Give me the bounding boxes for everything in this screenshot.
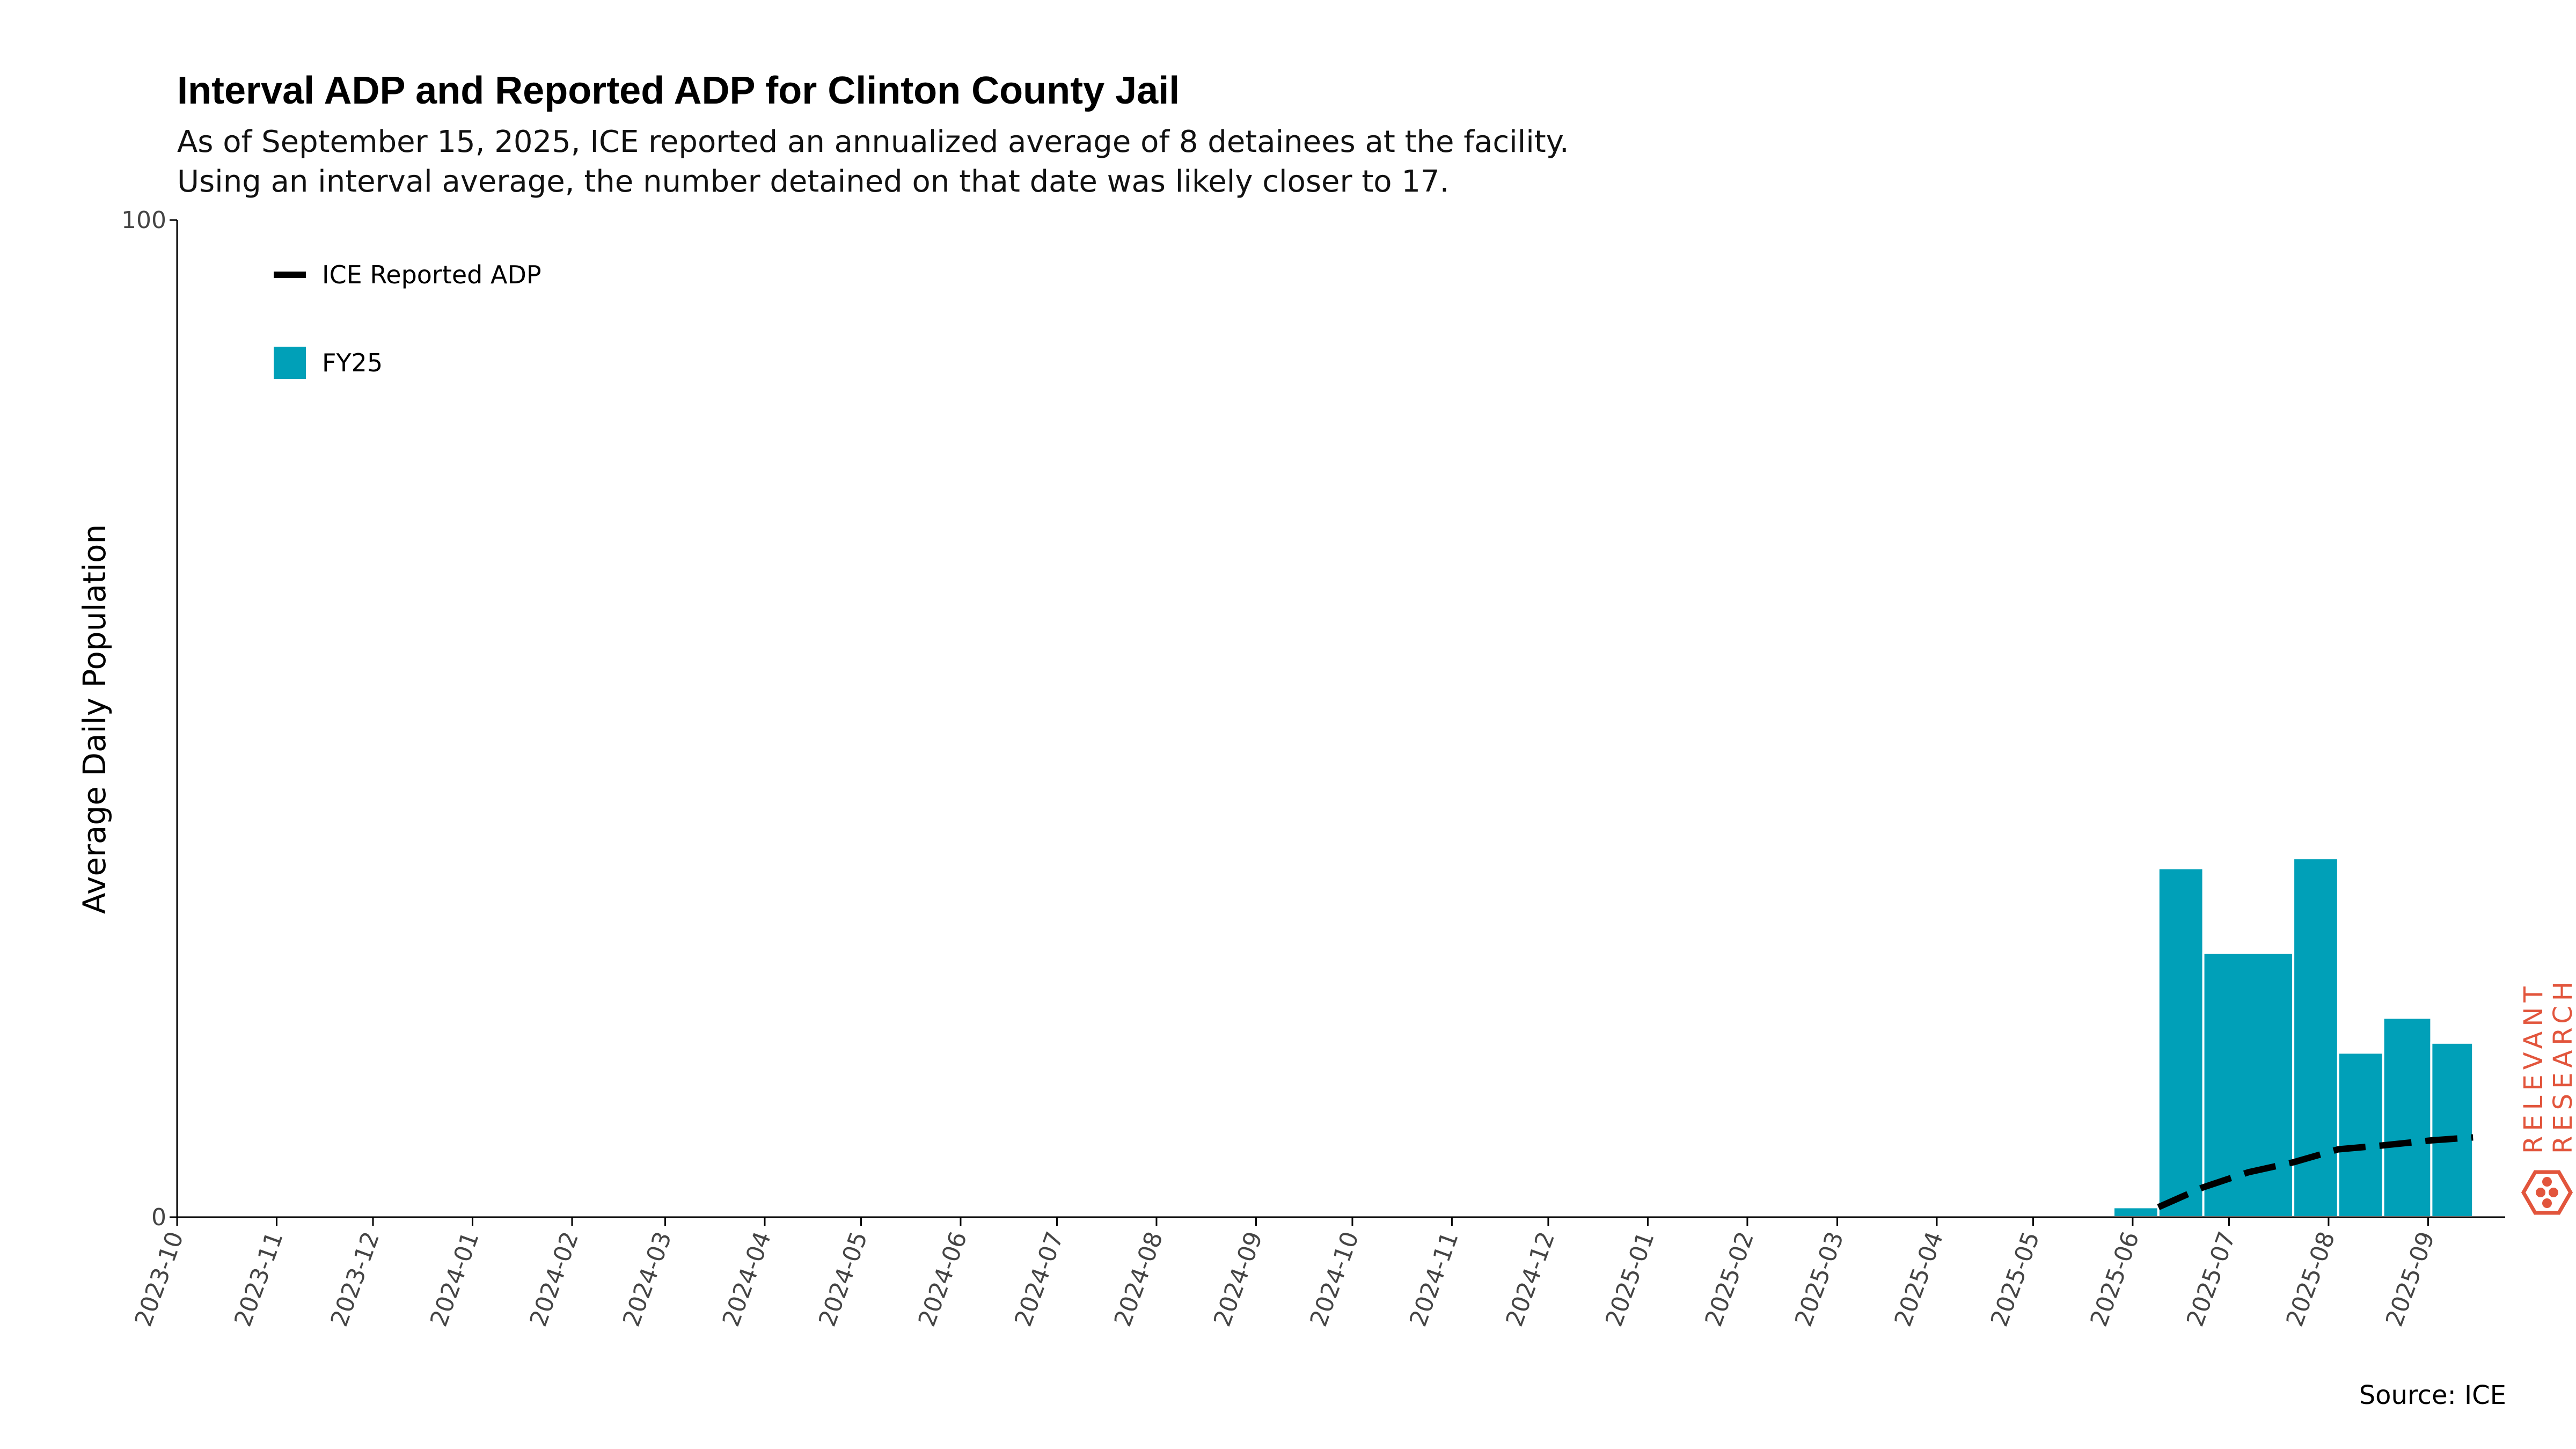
x-tick-label-2025-05: 2025-05 (1986, 1228, 2045, 1330)
x-tick-label-2025-09: 2025-09 (2381, 1228, 2440, 1330)
x-tick-label-2025-06: 2025-06 (2085, 1228, 2145, 1330)
x-tick-label-2025-01: 2025-01 (1600, 1228, 1660, 1330)
x-tick-label-2024-01: 2024-01 (425, 1228, 485, 1330)
x-tick-label-2025-02: 2025-02 (1700, 1228, 1759, 1330)
bar-0 (2112, 1206, 2160, 1218)
x-tick-label-2025-08: 2025-08 (2281, 1228, 2340, 1330)
x-tick-label-2024-11: 2024-11 (1404, 1228, 1464, 1330)
x-tick-label-2024-02: 2024-02 (524, 1228, 584, 1330)
x-tick-label-2024-04: 2024-04 (718, 1228, 777, 1330)
y-tick-label-100: 100 (121, 207, 166, 234)
legend: ICE Reported ADP FY25 (274, 260, 541, 379)
source-note: Source: ICE (2359, 1380, 2506, 1410)
x-tick-label-2023-10: 2023-10 (130, 1228, 189, 1330)
x-tick-label-2024-07: 2024-07 (1009, 1228, 1069, 1330)
x-axis-ticks: 2023-10 2023-11 2023-12 2024-01 2024-02 2024-… (130, 1217, 2440, 1330)
x-tick-label-2024-06: 2024-06 (913, 1228, 972, 1330)
y-axis-ticks: 0 100 (121, 207, 177, 1231)
chart-subtitle-line-1: As of September 15, 2025, ICE reported a… (177, 125, 1569, 159)
axes-layer (176, 220, 2505, 1218)
x-tick-label-2023-12: 2023-12 (326, 1228, 385, 1330)
bar-5 (2382, 1016, 2433, 1219)
y-tick-label-0: 0 (151, 1204, 166, 1231)
brand-text-relevant: RELEVANT (2519, 982, 2549, 1154)
x-tick-label-2025-03: 2025-03 (1790, 1228, 1849, 1330)
legend-bar-swatch (274, 347, 306, 379)
line-layer (2157, 1134, 2473, 1210)
bar-2 (2202, 952, 2295, 1218)
bar-1 (2157, 867, 2205, 1218)
bar-6 (2430, 1041, 2475, 1218)
brand-text-research: RESEARCH (2548, 977, 2576, 1154)
series-line-reported-adp (2157, 1134, 2473, 1210)
x-tick-label-2023-11: 2023-11 (229, 1228, 289, 1330)
brand-logo: RELEVANT RESEARCH (2519, 977, 2576, 1215)
chart-title: Interval ADP and Reported ADP for Clinto… (177, 69, 1180, 112)
x-tick-label-2024-03: 2024-03 (618, 1228, 677, 1330)
brand-hex-icon (2521, 1170, 2573, 1215)
x-tick-label-2024-10: 2024-10 (1305, 1228, 1364, 1330)
legend-label-reported: ICE Reported ADP (322, 260, 541, 289)
x-tick-label-2025-04: 2025-04 (1889, 1228, 1949, 1330)
y-axis-label: Average Daily Population (76, 524, 113, 914)
chart-subtitle-line-2: Using an interval average, the number de… (177, 164, 1450, 199)
x-tick-label-2024-05: 2024-05 (814, 1228, 873, 1330)
x-tick-label-2024-12: 2024-12 (1501, 1228, 1560, 1330)
x-tick-label-2024-08: 2024-08 (1109, 1228, 1168, 1330)
legend-label-fy25: FY25 (322, 348, 383, 377)
x-tick-label-2025-07: 2025-07 (2182, 1228, 2241, 1330)
bar-4 (2337, 1051, 2384, 1219)
x-tick-label-2024-09: 2024-09 (1209, 1228, 1268, 1330)
